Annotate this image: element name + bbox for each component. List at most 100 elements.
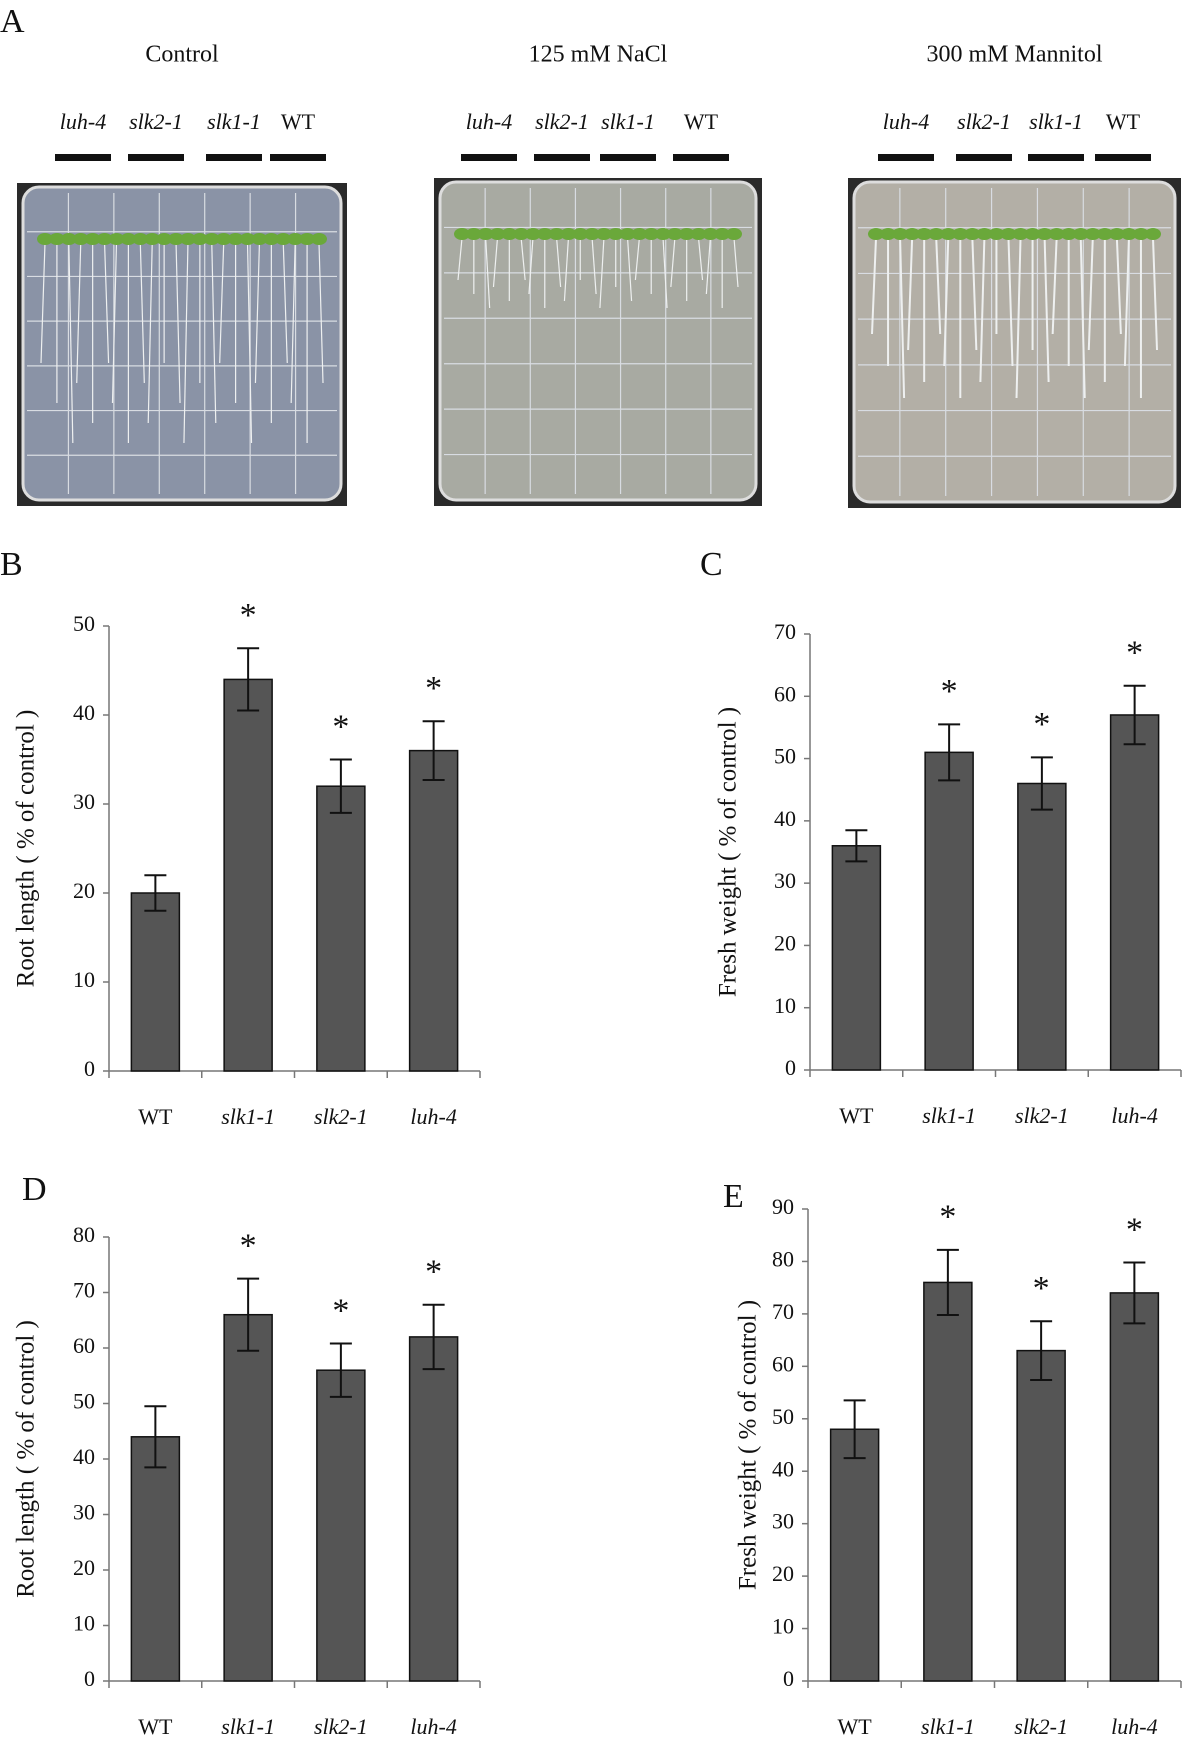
root (563, 237, 570, 302)
genotype-label: slk1-1 (1029, 109, 1083, 134)
seedling (203, 233, 220, 245)
root (1079, 237, 1086, 399)
seedling (1145, 228, 1161, 240)
root (520, 237, 526, 281)
genotype-label: slk2-1 (535, 109, 589, 134)
root (662, 237, 668, 309)
seedling (179, 233, 196, 245)
seedling (952, 228, 969, 240)
seedling (1060, 228, 1077, 240)
seedling (1132, 228, 1149, 240)
root (943, 237, 950, 367)
y-tick-label: 0 (84, 1666, 95, 1691)
root (626, 237, 633, 302)
genotype-label: WT (281, 109, 316, 134)
seedling (548, 228, 565, 240)
x-tick-label: WT (138, 1714, 173, 1739)
y-tick-label: 80 (772, 1246, 794, 1271)
root (697, 237, 704, 281)
y-tick-label: 60 (774, 681, 796, 706)
seedling (928, 228, 945, 240)
root (40, 242, 46, 364)
seedling (72, 233, 89, 245)
genotype-bar (1028, 154, 1084, 161)
root (1015, 237, 1022, 399)
seedling (940, 228, 957, 240)
x-tick-label: slk1-1 (221, 1104, 275, 1129)
root (492, 237, 499, 288)
genotype-label: slk1-1 (207, 109, 261, 134)
root (175, 242, 181, 404)
root (1115, 237, 1122, 335)
root (634, 237, 640, 281)
root (68, 242, 74, 444)
seedling (643, 228, 660, 240)
seedling (1108, 228, 1125, 240)
y-tick-label: 70 (73, 1278, 95, 1303)
bar (923, 1281, 973, 1682)
genotype-bar (534, 154, 590, 161)
root (979, 237, 986, 383)
significance-mark: * (425, 1254, 442, 1291)
seedling (892, 228, 909, 240)
root (871, 237, 877, 335)
bar (1109, 1292, 1160, 1682)
seedling (60, 233, 77, 245)
significance-mark: * (1126, 634, 1143, 671)
y-tick-label: 0 (783, 1666, 794, 1691)
seedling (513, 228, 530, 240)
seedling (536, 228, 553, 240)
genotype-bar (206, 154, 262, 161)
y-tick-label: 20 (772, 1561, 794, 1586)
seedling (595, 228, 612, 240)
x-tick-label: luh-4 (410, 1714, 456, 1739)
seedling (37, 233, 53, 245)
y-tick-label: 20 (73, 1555, 95, 1580)
seedling (1024, 228, 1041, 240)
y-axis-label: Root length ( % of control ) (13, 710, 40, 988)
seedling (702, 228, 719, 240)
genotype-bar (956, 154, 1012, 161)
seedling (501, 228, 518, 240)
seedling (275, 233, 292, 245)
seedling (168, 233, 185, 245)
root (246, 242, 253, 444)
seedling (156, 233, 173, 245)
root (147, 242, 153, 424)
root (705, 237, 711, 295)
y-tick-label: 50 (774, 744, 796, 769)
y-axis-label: Fresh weight ( % of control ) (715, 707, 742, 997)
root (599, 237, 605, 309)
seedling (299, 233, 316, 245)
genotype-label: WT (684, 109, 719, 134)
x-tick-label: WT (839, 1103, 874, 1128)
seedling (215, 233, 232, 245)
x-tick-label: WT (838, 1714, 873, 1739)
genotype-label: WT (1106, 109, 1141, 134)
root (907, 237, 914, 351)
root (1152, 237, 1158, 351)
bar (223, 1313, 273, 1682)
seedling (607, 228, 624, 240)
y-tick-label: 0 (84, 1056, 95, 1081)
x-tick-label: slk1-1 (921, 1714, 975, 1739)
bar (1016, 1349, 1066, 1682)
panel-label: A (0, 3, 25, 40)
seedling (976, 228, 993, 240)
root (1051, 237, 1058, 335)
x-tick-label: slk2-1 (1014, 1714, 1068, 1739)
seedling (48, 233, 65, 245)
y-tick-label: 30 (73, 789, 95, 814)
root (111, 242, 118, 404)
seedling (880, 228, 897, 240)
seedling (311, 233, 327, 245)
bar (408, 1336, 459, 1682)
y-tick-label: 50 (73, 611, 95, 636)
x-tick-label: slk1-1 (221, 1714, 275, 1739)
x-tick-label: luh-4 (1111, 1103, 1157, 1128)
bar (408, 749, 459, 1072)
genotype-label: luh-4 (883, 109, 929, 134)
significance-mark: * (332, 708, 349, 745)
seedling (454, 228, 470, 240)
